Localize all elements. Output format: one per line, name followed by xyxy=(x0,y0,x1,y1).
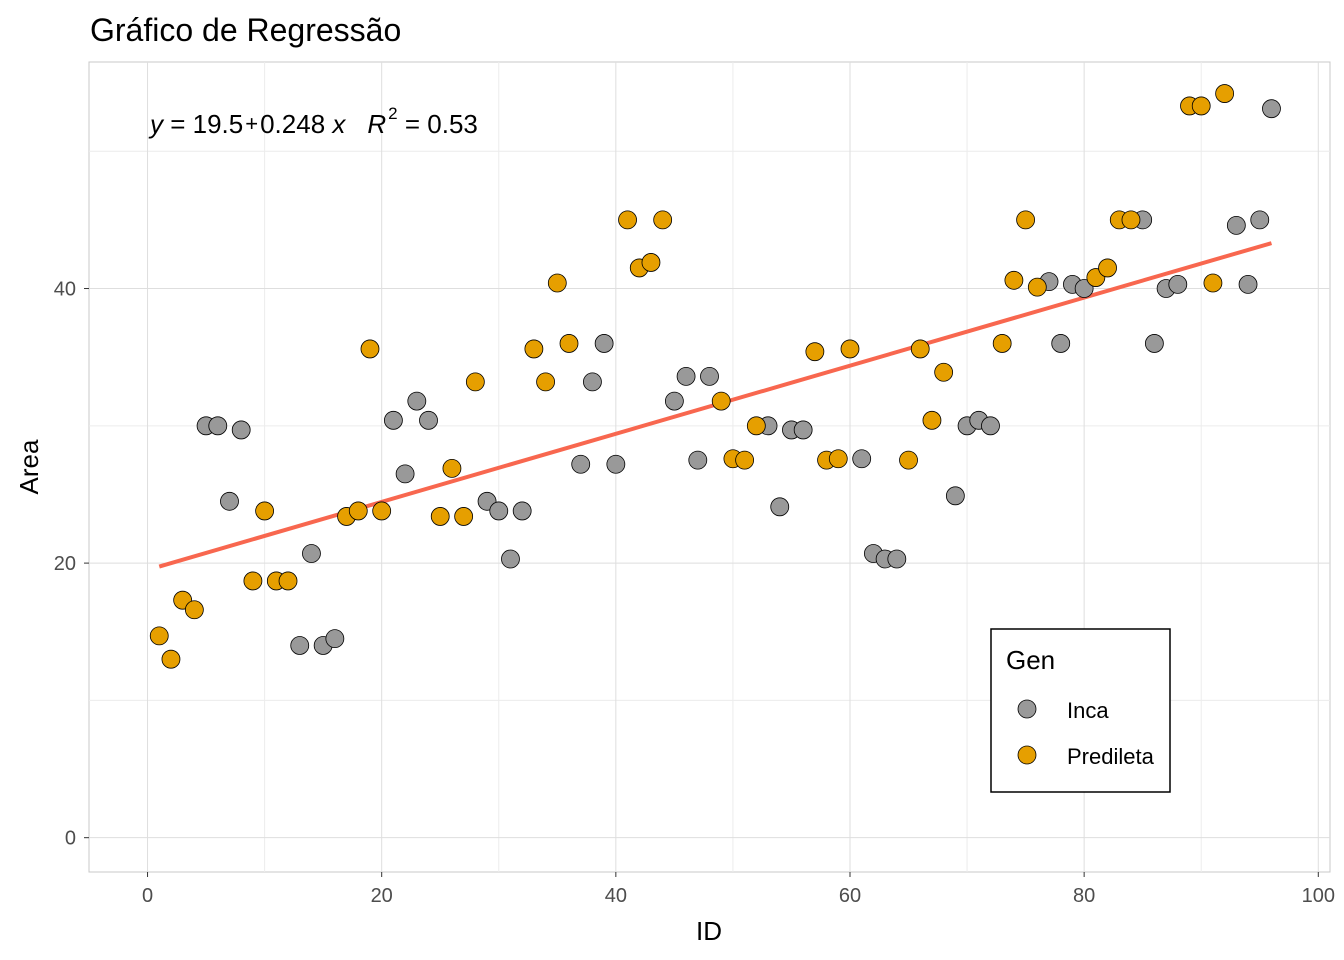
data-point-inca xyxy=(1226,215,1246,235)
x-tick-label: 100 xyxy=(1302,885,1335,907)
data-point-inca xyxy=(664,391,684,411)
data-point-inca xyxy=(594,334,614,353)
data-point-inca xyxy=(1168,275,1188,294)
y-axis-ticks: 0 20 40 xyxy=(54,279,89,850)
data-point-predileta xyxy=(910,339,930,359)
data-point-predileta xyxy=(1203,273,1223,293)
data-point-inca xyxy=(489,501,509,521)
data-point-predileta xyxy=(524,339,544,359)
data-point-predileta xyxy=(828,449,848,469)
data-point-inca xyxy=(419,410,438,430)
data-point-inca xyxy=(383,410,403,430)
data-point-inca xyxy=(325,629,345,649)
data-point-predileta xyxy=(1191,96,1211,116)
data-point-inca xyxy=(220,491,239,511)
chart-title: Gráfico de Regressão xyxy=(90,12,401,48)
legend-marker-inca xyxy=(1017,699,1037,719)
data-point-predileta xyxy=(1215,84,1235,103)
data-point-predileta xyxy=(1027,277,1047,297)
data-point-inca xyxy=(981,416,1000,436)
x-tick-label: 40 xyxy=(605,885,627,907)
data-point-inca xyxy=(231,420,251,440)
data-point-predileta xyxy=(618,210,637,230)
y-tick-label: 40 xyxy=(54,279,76,301)
data-point-inca xyxy=(501,549,520,569)
data-point-predileta xyxy=(840,339,860,359)
data-point-inca xyxy=(1238,275,1258,294)
data-point-predileta xyxy=(1016,210,1036,230)
data-point-inca xyxy=(945,486,965,506)
data-point-predileta xyxy=(536,372,555,392)
data-point-predileta xyxy=(711,391,731,411)
data-point-predileta xyxy=(735,450,755,470)
data-point-inca xyxy=(512,501,532,521)
data-point-predileta xyxy=(465,372,485,392)
y-tick-label: 20 xyxy=(54,553,76,575)
data-point-inca xyxy=(407,391,427,411)
data-point-predileta xyxy=(746,416,766,436)
data-point-predileta xyxy=(641,253,661,272)
data-point-inca xyxy=(1074,279,1094,298)
data-point-predileta xyxy=(348,501,368,521)
y-axis-title: Area xyxy=(14,439,44,494)
data-point-inca xyxy=(676,366,696,386)
data-point-inca xyxy=(700,366,719,386)
legend: Gen Inca Predileta xyxy=(990,628,1171,793)
data-point-predileta xyxy=(149,626,169,646)
x-tick-label: 80 xyxy=(1073,885,1095,907)
data-point-inca xyxy=(1144,334,1164,353)
data-point-inca xyxy=(1051,334,1071,353)
legend-label-inca: Inca xyxy=(1067,698,1109,723)
data-point-predileta xyxy=(161,649,181,669)
data-point-inca xyxy=(1262,99,1281,119)
data-point-predileta xyxy=(934,362,954,382)
data-point-inca xyxy=(793,420,813,440)
x-axis-title: ID xyxy=(696,916,722,946)
major-gridlines xyxy=(89,62,1330,872)
data-point-predileta xyxy=(360,339,380,359)
data-point-predileta xyxy=(454,507,474,526)
legend-marker-predileta xyxy=(1017,745,1037,765)
x-tick-label: 20 xyxy=(371,885,393,907)
data-point-inca xyxy=(770,497,790,517)
data-point-inca xyxy=(887,549,907,569)
data-point-predileta xyxy=(559,334,579,353)
data-point-predileta xyxy=(653,210,673,230)
data-point-inca xyxy=(208,416,228,436)
data-point-predileta xyxy=(922,410,942,430)
data-point-inca xyxy=(1250,210,1270,230)
data-point-predileta xyxy=(805,342,825,362)
data-point-inca xyxy=(302,544,321,563)
data-point-predileta xyxy=(1004,270,1024,290)
data-point-inca xyxy=(583,372,602,392)
data-point-predileta xyxy=(1098,258,1117,278)
data-point-predileta xyxy=(278,571,298,591)
data-point-predileta xyxy=(184,600,204,620)
data-point-predileta xyxy=(899,450,918,470)
data-point-predileta xyxy=(372,501,392,521)
data-point-predileta xyxy=(243,571,263,591)
data-point-inca xyxy=(852,449,872,469)
data-point-predileta xyxy=(992,334,1012,353)
data-point-predileta xyxy=(547,273,567,293)
data-point-predileta xyxy=(255,501,275,521)
data-point-inca xyxy=(395,464,415,484)
data-point-predileta xyxy=(442,458,462,478)
legend-label-predileta: Predileta xyxy=(1067,744,1155,769)
legend-title: Gen xyxy=(1006,645,1055,675)
x-tick-label: 60 xyxy=(839,885,861,907)
y-tick-label: 0 xyxy=(65,828,76,850)
data-points-layer xyxy=(149,84,1281,669)
x-axis-ticks: 0 20 40 60 80 100 xyxy=(142,872,1335,907)
data-point-inca xyxy=(290,636,310,655)
data-point-inca xyxy=(571,454,591,474)
data-point-inca xyxy=(606,454,626,474)
data-point-predileta xyxy=(1121,210,1141,230)
data-point-inca xyxy=(688,450,708,470)
x-tick-label: 0 xyxy=(142,885,153,907)
data-point-predileta xyxy=(430,507,450,526)
